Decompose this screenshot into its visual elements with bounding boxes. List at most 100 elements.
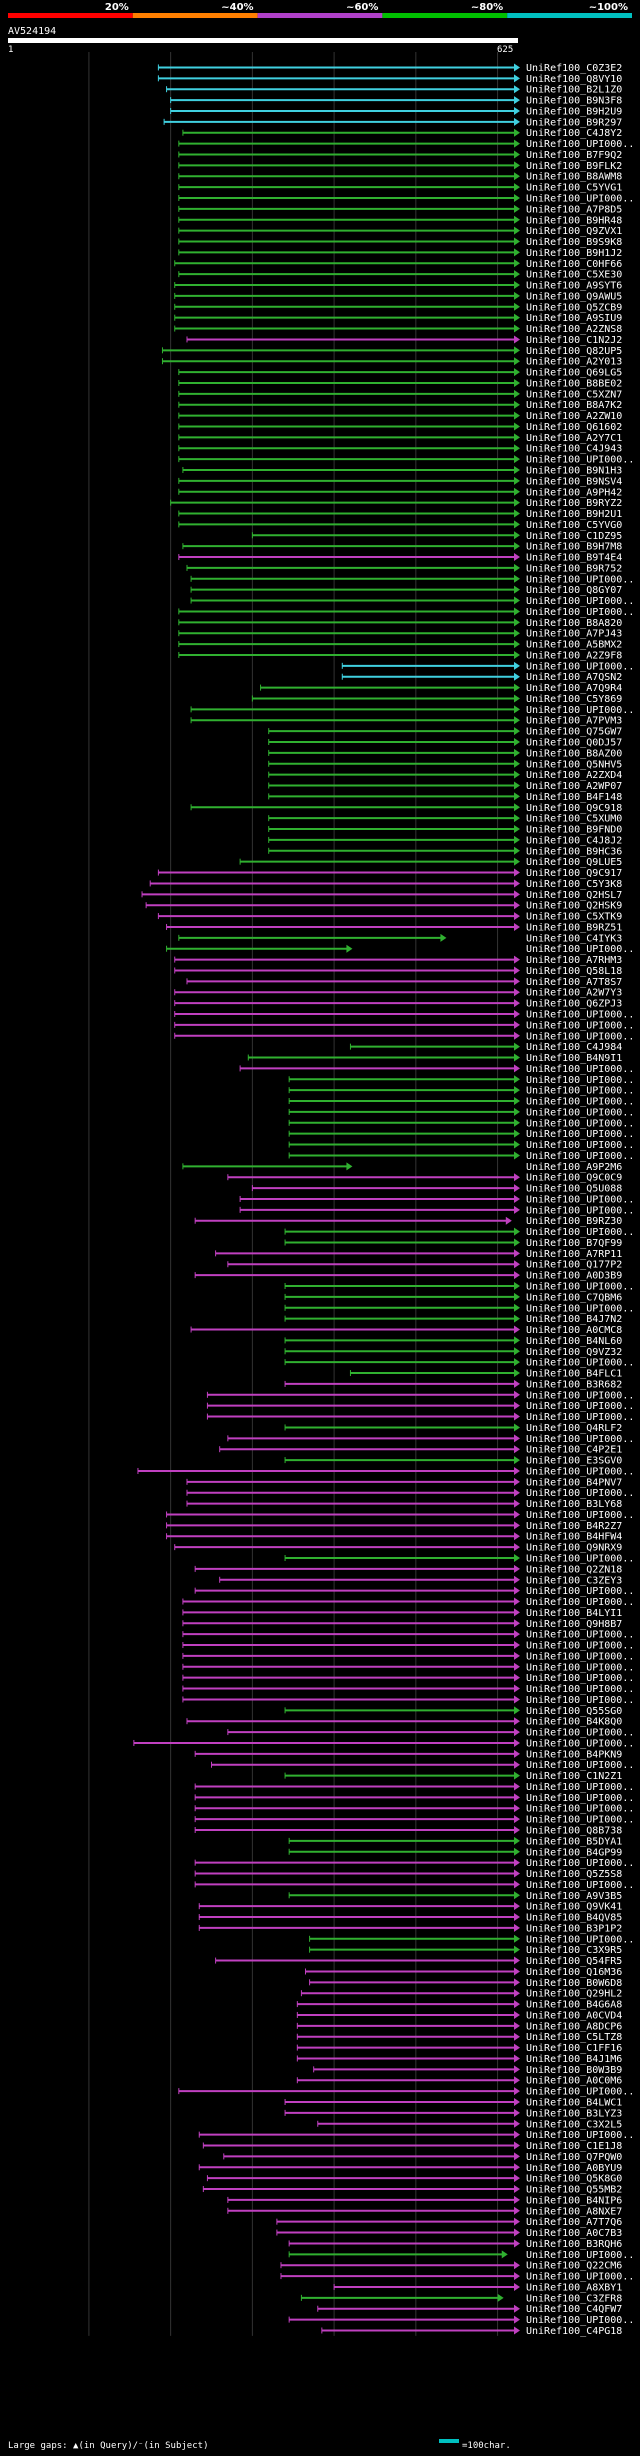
hit-label[interactable]: UniRef100_UPI000.. <box>526 1412 634 1423</box>
hit-row[interactable]: UniRef100_C5YVG1 <box>178 183 623 194</box>
hit-row[interactable]: UniRef100_UPI000.. <box>190 596 634 607</box>
hit-row[interactable]: UniRef100_A2Y013 <box>161 357 622 368</box>
hit-label[interactable]: UniRef100_C7QBM6 <box>526 1292 622 1303</box>
hit-row[interactable]: UniRef100_UPI000.. <box>288 1086 634 1097</box>
hit-row[interactable]: UniRef100_C4J8J2 <box>268 835 623 846</box>
hit-label[interactable]: UniRef100_C1N2Z1 <box>526 1771 622 1782</box>
hit-label[interactable]: UniRef100_B4GP99 <box>526 1847 622 1858</box>
hit-row[interactable]: UniRef100_B3P1P2 <box>198 1923 622 1934</box>
hit-label[interactable]: UniRef100_Q4RLF2 <box>526 1423 622 1434</box>
hit-label[interactable]: UniRef100_A7Q9R4 <box>526 683 622 694</box>
hit-label[interactable]: UniRef100_UPI000.. <box>526 1140 634 1151</box>
hit-row[interactable]: UniRef100_UPI000.. <box>284 1303 634 1314</box>
hit-label[interactable]: UniRef100_B4K8Q0 <box>526 1717 622 1728</box>
hit-label[interactable]: UniRef100_B4J1M6 <box>526 2054 622 2065</box>
hit-row[interactable]: UniRef100_B9N3F8 <box>170 96 623 107</box>
hit-label[interactable]: UniRef100_B9R752 <box>526 563 622 574</box>
hit-row[interactable]: UniRef100_C4PG18 <box>321 2326 622 2337</box>
hit-row[interactable]: UniRef100_Q8GY07 <box>190 585 622 596</box>
hit-label[interactable]: UniRef100_Q8B738 <box>526 1826 622 1837</box>
hit-row[interactable]: UniRef100_UPI000.. <box>288 1107 634 1118</box>
hit-row[interactable]: UniRef100_A9P2M6 <box>182 1162 622 1173</box>
hit-label[interactable]: UniRef100_A2WP07 <box>526 781 622 792</box>
hit-row[interactable]: UniRef100_Q6ZPJ3 <box>174 999 623 1010</box>
hit-row[interactable]: UniRef100_B3RQH6 <box>288 2239 622 2250</box>
hit-row[interactable]: UniRef100_UPI000.. <box>288 1151 634 1162</box>
hit-row[interactable]: UniRef100_B9RZ30 <box>194 1216 622 1227</box>
hit-label[interactable]: UniRef100_B4HFW4 <box>526 1532 622 1543</box>
hit-row[interactable]: UniRef100_A0C7B3 <box>276 2228 622 2239</box>
hit-row[interactable]: UniRef100_Q9C0C9 <box>227 1173 622 1184</box>
hit-label[interactable]: UniRef100_A7PJ43 <box>526 629 622 640</box>
hit-label[interactable]: UniRef100_A0C0M6 <box>526 2076 622 2087</box>
hit-label[interactable]: UniRef100_A7PVM3 <box>526 716 622 727</box>
hit-row[interactable]: UniRef100_Q54FR5 <box>215 1956 623 1967</box>
hit-row[interactable]: UniRef100_B8AZ00 <box>268 748 623 759</box>
hit-row[interactable]: UniRef100_UPI000.. <box>206 1412 634 1423</box>
hit-row[interactable]: UniRef100_B8AWM8 <box>178 172 623 183</box>
hit-label[interactable]: UniRef100_B2L1Z0 <box>526 85 622 96</box>
hit-row[interactable]: UniRef100_Q69LG5 <box>178 368 623 379</box>
hit-row[interactable]: UniRef100_UPI000.. <box>194 1880 634 1891</box>
hit-label[interactable]: UniRef100_A8NXE7 <box>526 2206 622 2217</box>
hit-label[interactable]: UniRef100_UPI000.. <box>526 2130 634 2141</box>
hit-label[interactable]: UniRef100_UPI000.. <box>526 1630 634 1641</box>
hit-label[interactable]: UniRef100_A2ZXD4 <box>526 770 622 781</box>
hit-label[interactable]: UniRef100_A0BYU9 <box>526 2163 622 2174</box>
hit-row[interactable]: UniRef100_B4N9I1 <box>247 1053 622 1064</box>
hit-label[interactable]: UniRef100_Q58L18 <box>526 966 622 977</box>
hit-label[interactable]: UniRef100_B9NSV4 <box>526 476 622 487</box>
hit-label[interactable]: UniRef100_UPI000.. <box>526 2087 634 2098</box>
hit-row[interactable]: UniRef100_B9H2U1 <box>178 509 623 520</box>
hit-label[interactable]: UniRef100_C4P2E1 <box>526 1445 622 1456</box>
hit-row[interactable]: UniRef100_C1DZ95 <box>251 531 622 542</box>
hit-row[interactable]: UniRef100_A8NXE7 <box>227 2206 622 2217</box>
hit-row[interactable]: UniRef100_UPI000.. <box>239 1194 634 1205</box>
hit-label[interactable]: UniRef100_B3P1P2 <box>526 1923 622 1934</box>
hit-row[interactable]: UniRef100_C1N2Z1 <box>284 1771 622 1782</box>
hit-row[interactable]: UniRef100_UPI000.. <box>182 1651 634 1662</box>
hit-label[interactable]: UniRef100_UPI000.. <box>526 1086 634 1097</box>
hit-label[interactable]: UniRef100_C5Y3K8 <box>526 879 622 890</box>
hit-label[interactable]: UniRef100_UPI000.. <box>526 1064 634 1075</box>
hit-row[interactable]: UniRef100_Q5K8G0 <box>206 2174 622 2185</box>
hit-label[interactable]: UniRef100_UPI000.. <box>526 1858 634 1869</box>
hit-label[interactable]: UniRef100_Q5Z5S8 <box>526 1869 622 1880</box>
hit-label[interactable]: UniRef100_Q55SG0 <box>526 1706 622 1717</box>
hit-row[interactable]: UniRef100_A0BYU9 <box>198 2163 622 2174</box>
hit-label[interactable]: UniRef100_B4J7N2 <box>526 1314 622 1325</box>
hit-label[interactable]: UniRef100_UPI000.. <box>526 1151 634 1162</box>
hit-row[interactable]: UniRef100_Q9H8B7 <box>182 1619 622 1630</box>
hit-label[interactable]: UniRef100_UPI000.. <box>526 1815 634 1826</box>
hit-label[interactable]: UniRef100_B9H2U9 <box>526 106 622 117</box>
hit-row[interactable]: UniRef100_UPI000.. <box>166 1510 635 1521</box>
hit-row[interactable]: UniRef100_UPI000.. <box>284 1227 634 1238</box>
hit-row[interactable]: UniRef100_Q9NRX9 <box>174 1543 623 1554</box>
hit-label[interactable]: UniRef100_C4J8J2 <box>526 835 622 846</box>
hit-label[interactable]: UniRef100_Q9VK41 <box>526 1902 622 1913</box>
hit-row[interactable]: UniRef100_Q8VY10 <box>157 74 622 85</box>
hit-row[interactable]: UniRef100_UPI000.. <box>186 1488 634 1499</box>
hit-row[interactable]: UniRef100_UPI000.. <box>182 1673 634 1684</box>
hit-label[interactable]: UniRef100_C3ZFR8 <box>526 2293 622 2304</box>
hit-label[interactable]: UniRef100_UPI000.. <box>526 661 634 672</box>
hit-row[interactable]: UniRef100_A7RHM3 <box>174 955 623 966</box>
hit-row[interactable]: UniRef100_UPI000.. <box>182 1641 634 1652</box>
hit-label[interactable]: UniRef100_UPI000.. <box>526 1010 634 1021</box>
hit-label[interactable]: UniRef100_B9N3F8 <box>526 96 622 107</box>
hit-row[interactable]: UniRef100_B9HC36 <box>268 846 623 857</box>
hit-row[interactable]: UniRef100_B4PNV7 <box>186 1477 622 1488</box>
hit-row[interactable]: UniRef100_C4J8Y2 <box>182 128 622 139</box>
hit-label[interactable]: UniRef100_C0HF66 <box>526 259 622 270</box>
hit-label[interactable]: UniRef100_UPI000.. <box>526 1129 634 1140</box>
hit-row[interactable]: UniRef100_A7RP11 <box>215 1249 623 1260</box>
hit-label[interactable]: UniRef100_UPI000.. <box>526 944 634 955</box>
hit-row[interactable]: UniRef100_A2WP07 <box>268 781 623 792</box>
hit-label[interactable]: UniRef100_UPI000.. <box>526 596 634 607</box>
hit-label[interactable]: UniRef100_C5LTZ8 <box>526 2032 622 2043</box>
hit-label[interactable]: UniRef100_Q9C0C9 <box>526 1173 622 1184</box>
hit-row[interactable]: UniRef100_A0CMC8 <box>190 1325 622 1336</box>
hit-row[interactable]: UniRef100_B9S9K8 <box>178 237 623 248</box>
hit-row[interactable]: UniRef100_B9FLK2 <box>178 161 623 172</box>
hit-label[interactable]: UniRef100_UPI000.. <box>526 574 634 585</box>
